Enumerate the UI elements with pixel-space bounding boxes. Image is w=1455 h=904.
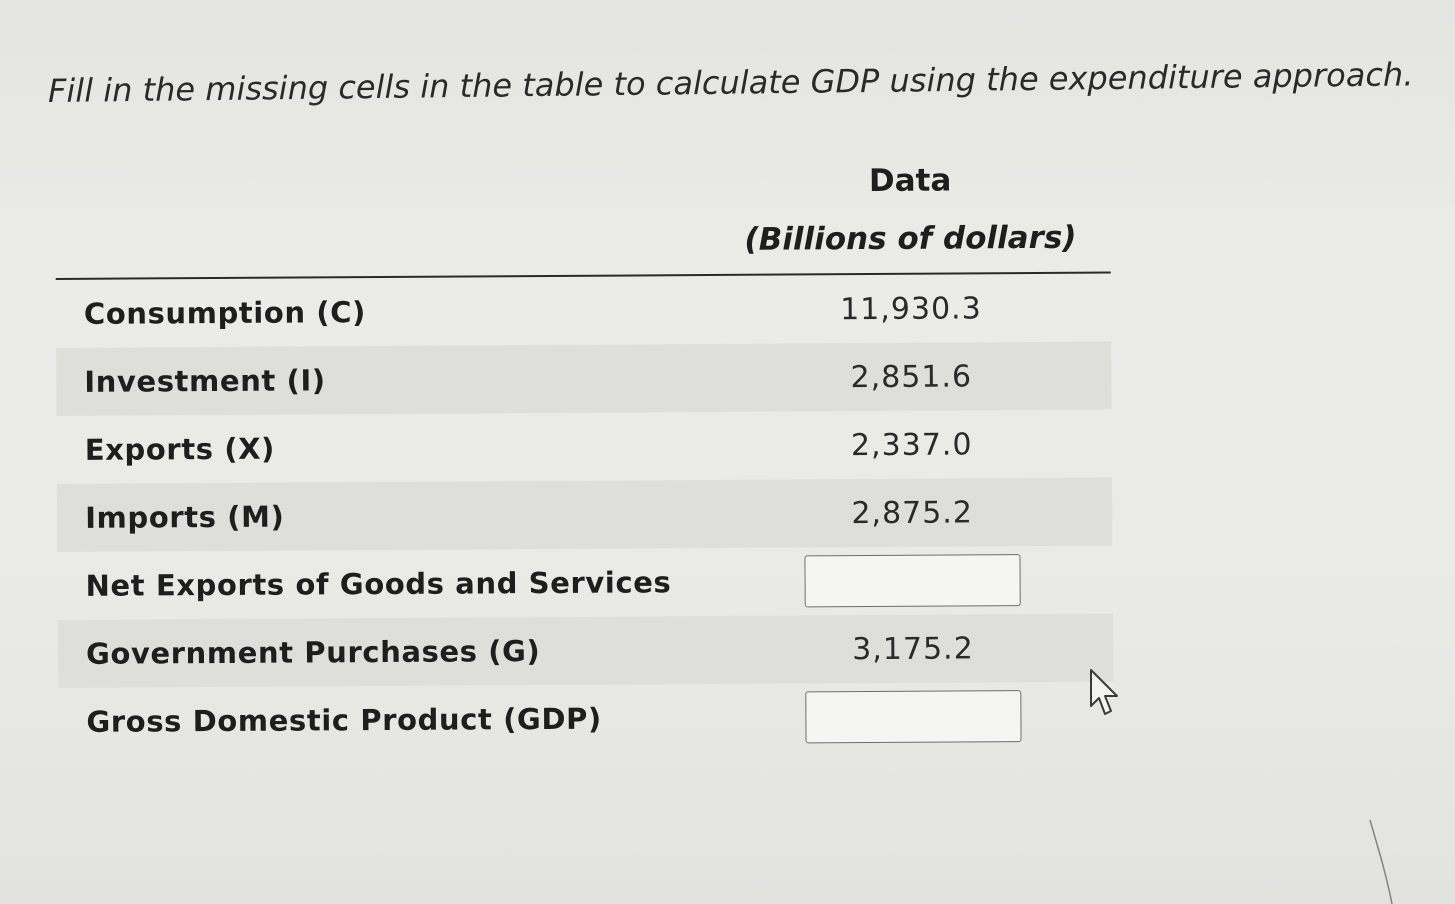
row-gdp: Gross Domestic Product (GDP)	[58, 682, 1113, 756]
instruction-text: Fill in the missing cells in the table t…	[47, 55, 1414, 110]
row-label-gdp: Gross Domestic Product (GDP)	[86, 701, 602, 739]
row-value-consumption: 11,930.3	[840, 290, 982, 327]
screen-scratch-mark	[1369, 819, 1393, 904]
column-header-title: Data	[868, 162, 952, 200]
row-imports: Imports (M) 2,875.2	[56, 477, 1113, 552]
row-label-exports: Exports (X)	[84, 431, 276, 467]
row-value-investment: 2,851.6	[850, 358, 973, 395]
row-government-purchases: Government Purchases (G) 3,175.2	[57, 613, 1114, 688]
row-label-consumption: Consumption (C)	[83, 295, 367, 331]
arrow-cursor-icon	[1090, 669, 1118, 715]
gdp-table: Data (Billions of dollars) Consumption (…	[55, 153, 1114, 756]
row-value-government-purchases: 3,175.2	[852, 630, 974, 667]
row-label-government-purchases: Government Purchases (G)	[85, 634, 541, 671]
row-investment: Investment (I) 2,851.6	[56, 341, 1112, 416]
row-value-imports: 2,875.2	[851, 494, 974, 531]
row-exports: Exports (X) 2,337.0	[57, 410, 1112, 484]
row-label-imports: Imports (M)	[85, 499, 285, 535]
table-header: Data (Billions of dollars)	[55, 153, 1111, 280]
row-value-exports: 2,337.0	[850, 426, 973, 463]
row-label-net-exports: Net Exports of Goods and Services	[85, 565, 672, 603]
row-consumption: Consumption (C) 11,930.3	[56, 274, 1111, 348]
row-label-investment: Investment (I)	[84, 363, 326, 399]
column-header-subtitle: (Billions of dollars)	[744, 219, 1077, 258]
row-net-exports: Net Exports of Goods and Services	[57, 546, 1112, 620]
net-exports-input[interactable]	[804, 554, 1021, 608]
gdp-input[interactable]	[805, 690, 1022, 744]
